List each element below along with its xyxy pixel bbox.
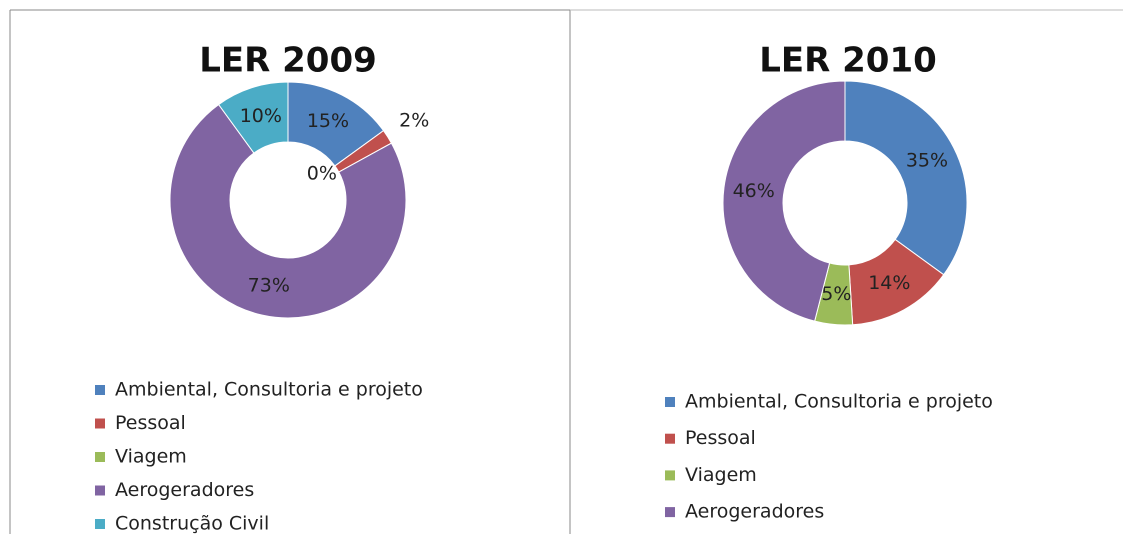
data-label: 46% bbox=[733, 180, 775, 202]
data-label: 73% bbox=[248, 274, 290, 296]
legend-label: Ambiental, Consultoria e projeto bbox=[115, 379, 423, 401]
chart-title: LER 2009 bbox=[199, 41, 377, 81]
legend-label: Pessoal bbox=[115, 412, 186, 434]
legend-marker bbox=[665, 397, 675, 407]
donut-slice bbox=[217, 81, 289, 154]
chart-title: LER 2010 bbox=[759, 41, 937, 81]
legend-marker bbox=[665, 507, 675, 518]
data-label: 2% bbox=[399, 109, 429, 131]
legend-label: Aerogeradores bbox=[115, 479, 254, 501]
legend-label: Viagem bbox=[115, 446, 187, 468]
legend-label: Construção Civil bbox=[115, 513, 269, 534]
legend-marker bbox=[95, 385, 105, 395]
legend-marker bbox=[665, 470, 675, 481]
legend-label: Pessoal bbox=[685, 427, 756, 449]
data-label: 10% bbox=[240, 105, 282, 127]
data-label: 35% bbox=[906, 150, 948, 172]
donut-slice bbox=[169, 103, 407, 319]
legend-marker bbox=[95, 452, 105, 462]
legend-label: Ambiental, Consultoria e projeto bbox=[685, 391, 993, 413]
data-label: 15% bbox=[307, 110, 349, 132]
data-label: 0% bbox=[307, 163, 337, 185]
legend-label: Viagem bbox=[685, 464, 757, 486]
legend-marker bbox=[665, 433, 675, 444]
legend-marker bbox=[95, 485, 105, 496]
legend-marker bbox=[95, 418, 105, 429]
legend-marker bbox=[95, 519, 105, 529]
legend-label: Aerogeradores bbox=[685, 501, 824, 523]
donut-slice bbox=[722, 80, 846, 322]
data-label: 5% bbox=[821, 283, 851, 305]
data-label: 14% bbox=[868, 272, 910, 294]
donut-slice bbox=[844, 80, 968, 276]
